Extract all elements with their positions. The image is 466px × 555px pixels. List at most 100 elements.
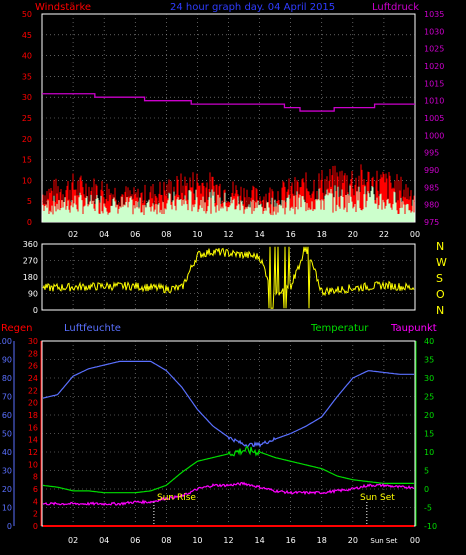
x-tick-label: Sun Set [370, 537, 397, 545]
dewpoint-line [42, 481, 415, 507]
pressure-tick-label: 1015 [424, 79, 444, 88]
direction-tick-label: 0 [33, 306, 38, 315]
rain-tick-label: 30 [28, 337, 38, 346]
pressure-tick-label: 1035 [424, 10, 444, 19]
mean-series [42, 185, 415, 222]
compass-s: S [436, 272, 443, 285]
temperature-tick-label: 20 [424, 411, 434, 420]
direction-tick-label: 270 [23, 257, 38, 266]
temperature-tick-label: 15 [424, 430, 434, 439]
x-tick-label: 08 [161, 230, 171, 239]
temperature-tick-label: 0 [424, 485, 429, 494]
pressure-axis-title: Luftdruck [372, 2, 419, 13]
rain-tick-label: 20 [28, 399, 38, 408]
wind-pressure-panel: 0510152025303540455097598098599099510001… [22, 10, 445, 239]
x-tick-label: 06 [130, 230, 140, 239]
x-tick-label: 16 [286, 536, 296, 545]
x-tick-label: 10 [192, 230, 202, 239]
rain-tick-label: 12 [28, 448, 38, 457]
rain-tick-label: 0 [33, 522, 38, 531]
x-tick-label: 18 [317, 536, 327, 545]
x-tick-label: 02 [68, 230, 78, 239]
wind-tick-label: 35 [22, 72, 32, 81]
humidity-tick-label: 0 [7, 522, 12, 531]
x-tick-label: 12 [223, 230, 233, 239]
wind-tick-label: 25 [22, 114, 32, 123]
sun-rise-label: Sun Rise [157, 493, 196, 503]
x-tick-label: 00 [410, 536, 420, 545]
pressure-tick-label: 1020 [424, 62, 444, 71]
pressure-tick-label: 985 [424, 183, 439, 192]
temperature-tick-label: -5 [424, 504, 432, 513]
wind-tick-label: 10 [22, 176, 32, 185]
direction-tick-label: 180 [23, 273, 38, 282]
legend-temperature: Temperatur [310, 323, 369, 334]
humidity-tick-label: 70 [2, 393, 12, 402]
legend-dewpoint: Taupunkt [390, 323, 437, 334]
compass-w: W [436, 256, 447, 269]
temperature-tick-label: 5 [424, 467, 429, 476]
compass-n-top: N [436, 240, 444, 253]
rain-tick-label: 14 [28, 436, 38, 445]
x-tick-label: 00 [410, 230, 420, 239]
pressure-line [42, 93, 415, 112]
x-tick-label: 12 [223, 536, 233, 545]
x-tick-label: 10 [192, 536, 202, 545]
pressure-tick-label: 995 [424, 149, 439, 158]
humidity-tick-label: 20 [2, 485, 12, 494]
rain-tick-label: 10 [28, 460, 38, 469]
wind-direction-panel: 0 90 180 270 360 [23, 240, 416, 315]
temperature-tick-label: 25 [424, 393, 434, 402]
humidity-tick-label: 100 [0, 337, 12, 346]
pressure-tick-label: 1005 [424, 114, 444, 123]
x-tick-label: 20 [348, 230, 358, 239]
x-tick-label: 04 [99, 230, 109, 239]
temperature-tick-label: 10 [424, 448, 434, 457]
direction-tick-label: 360 [23, 240, 38, 249]
pressure-tick-label: 1030 [424, 27, 444, 36]
x-tick-label: 04 [99, 536, 109, 545]
wind-tick-label: 5 [27, 197, 32, 206]
rain-tick-label: 6 [33, 485, 38, 494]
humidity-tick-label: 50 [2, 430, 12, 439]
x-tick-label: 20 [348, 536, 358, 545]
rain-tick-label: 28 [28, 349, 38, 358]
x-tick-label: 22 [379, 230, 389, 239]
x-tick-label: 14 [254, 230, 264, 239]
wind-axis-title: Windstärke [35, 2, 91, 13]
humidity-tick-label: 10 [2, 504, 12, 513]
humidity-tick-label: 60 [2, 411, 12, 420]
rain-tick-label: 16 [28, 423, 38, 432]
wind-tick-label: 40 [22, 52, 32, 61]
temperature-line [42, 445, 414, 494]
wind-tick-label: 50 [22, 10, 32, 19]
compass-n-bottom: N [436, 304, 444, 317]
direction-line [42, 246, 415, 309]
direction-tick-label: 90 [28, 290, 38, 299]
rain-tick-label: 8 [33, 473, 38, 482]
chart-title: 24 hour graph day. 04 April 2015 [170, 2, 335, 13]
wind-tick-label: 30 [22, 93, 32, 102]
humidity-tick-label: 40 [2, 448, 12, 457]
humidity-tick-label: 80 [2, 374, 12, 383]
humidity-tick-label: 30 [2, 467, 12, 476]
rain-tick-label: 18 [28, 411, 38, 420]
x-tick-label: 02 [68, 536, 78, 545]
x-tick-label: 16 [286, 230, 296, 239]
pressure-tick-label: 1025 [424, 45, 444, 54]
rain-tick-label: 24 [28, 374, 38, 383]
climate-panel: 0102030405060708090100024681012141618202… [0, 337, 437, 545]
x-tick-label: 08 [161, 536, 171, 545]
rain-tick-label: 22 [28, 386, 38, 395]
x-tick-label: 18 [317, 230, 327, 239]
legend-rain: Regen [1, 323, 33, 334]
temperature-tick-label: 30 [424, 374, 434, 383]
wind-tick-label: 45 [22, 31, 32, 40]
pressure-tick-label: 1000 [424, 131, 444, 140]
temperature-tick-label: -10 [424, 522, 437, 531]
pressure-tick-label: 990 [424, 166, 439, 175]
pressure-tick-label: 1010 [424, 97, 444, 106]
compass-o: O [436, 288, 445, 301]
